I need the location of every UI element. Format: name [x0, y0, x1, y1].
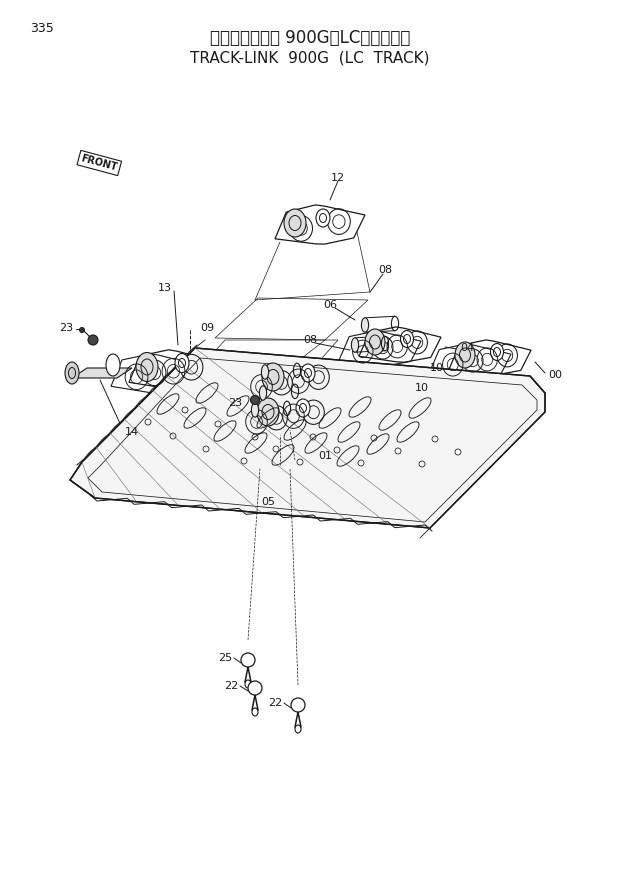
Ellipse shape: [352, 338, 358, 352]
Text: 22: 22: [224, 681, 238, 691]
Polygon shape: [72, 368, 132, 378]
Ellipse shape: [257, 398, 279, 426]
Text: 05: 05: [261, 497, 275, 507]
Text: トラックリンク 900G（LCトラック）: トラックリンク 900G（LCトラック）: [210, 29, 410, 47]
Ellipse shape: [65, 362, 79, 384]
Ellipse shape: [241, 653, 255, 667]
Ellipse shape: [301, 364, 315, 382]
Ellipse shape: [291, 698, 305, 712]
Text: TRACK-LINK  900G  (LC  TRACK): TRACK-LINK 900G (LC TRACK): [190, 51, 430, 65]
Ellipse shape: [251, 402, 259, 417]
Ellipse shape: [248, 681, 262, 695]
Text: 10: 10: [430, 363, 444, 373]
Ellipse shape: [296, 399, 310, 417]
Polygon shape: [70, 348, 545, 528]
Text: FRONT: FRONT: [80, 154, 118, 173]
Ellipse shape: [361, 318, 369, 333]
Ellipse shape: [88, 335, 98, 345]
Text: 08: 08: [378, 265, 392, 275]
Text: 06: 06: [323, 300, 337, 310]
Text: 04: 04: [460, 343, 474, 353]
Text: 08: 08: [303, 335, 317, 345]
Text: 23: 23: [228, 398, 242, 408]
Text: 09: 09: [200, 323, 214, 333]
Ellipse shape: [175, 354, 189, 373]
Text: 14: 14: [125, 427, 139, 437]
Text: 12: 12: [331, 173, 345, 183]
Ellipse shape: [250, 395, 260, 404]
Ellipse shape: [262, 363, 284, 391]
Ellipse shape: [136, 353, 158, 382]
Ellipse shape: [262, 365, 268, 379]
Ellipse shape: [365, 329, 385, 355]
Text: 22: 22: [268, 698, 282, 708]
Ellipse shape: [284, 209, 306, 237]
Text: 10: 10: [415, 383, 429, 393]
Ellipse shape: [490, 343, 503, 361]
Ellipse shape: [316, 209, 330, 227]
Text: 01: 01: [318, 451, 332, 461]
Ellipse shape: [79, 327, 84, 333]
Text: 335: 335: [30, 22, 54, 35]
Ellipse shape: [106, 354, 120, 376]
Ellipse shape: [259, 386, 267, 400]
Text: 23: 23: [59, 323, 73, 333]
Text: 00: 00: [548, 370, 562, 380]
Text: 25: 25: [218, 653, 232, 663]
Ellipse shape: [401, 331, 414, 347]
Text: 13: 13: [158, 283, 172, 293]
Ellipse shape: [455, 342, 475, 368]
